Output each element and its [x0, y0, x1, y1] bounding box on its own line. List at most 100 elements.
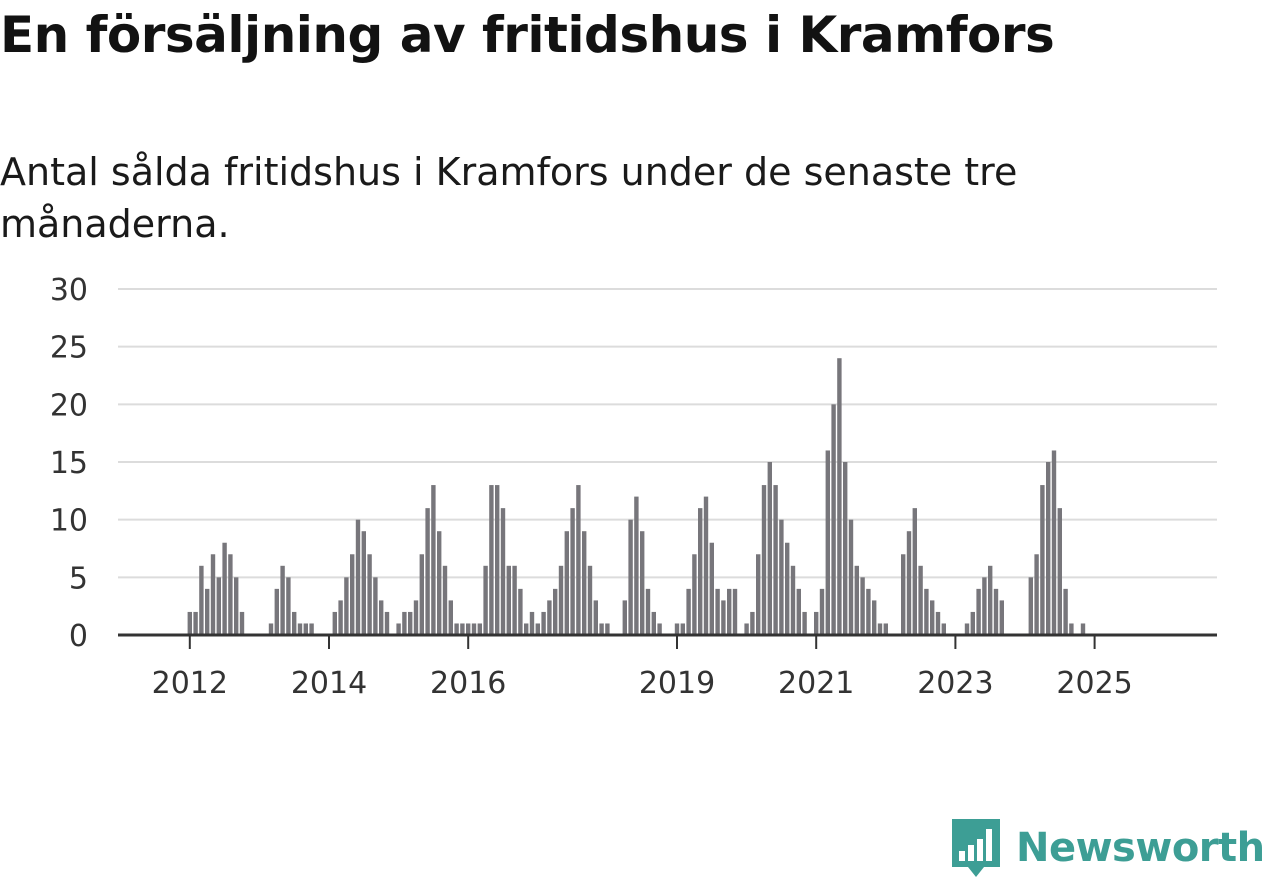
bar: [883, 623, 888, 635]
bar: [1040, 485, 1045, 635]
bar: [744, 623, 749, 635]
bar: [715, 588, 720, 635]
bar: [350, 554, 355, 635]
bar: [993, 588, 999, 635]
chart-title: En försäljning av fritidshus i Kramfors: [0, 6, 1055, 64]
bar: [373, 577, 378, 635]
bar: [657, 623, 662, 635]
bar: [495, 485, 500, 635]
bar: [976, 588, 981, 635]
bar: [524, 623, 529, 635]
bar: [274, 588, 279, 635]
bar: [419, 554, 424, 635]
bar: [732, 588, 738, 635]
x-tick-label: 2012: [152, 666, 228, 701]
bar: [471, 623, 477, 635]
bar: [593, 600, 598, 635]
bar: [413, 600, 419, 635]
bar: [640, 531, 645, 635]
brand-name: Newsworthy: [1016, 825, 1262, 871]
bar: [831, 404, 836, 635]
y-tick-label: 30: [50, 273, 88, 308]
bar: [802, 611, 807, 635]
bar: [645, 588, 651, 635]
bar: [431, 485, 436, 635]
bar: [1028, 577, 1033, 635]
bar: [576, 485, 581, 635]
bar: [634, 496, 639, 635]
bar: [512, 565, 517, 635]
bar: [854, 565, 859, 635]
y-tick-label: 25: [50, 331, 88, 366]
bar: [1051, 450, 1057, 635]
bar: [686, 588, 691, 635]
bar: [547, 600, 552, 635]
chart-subtitle: Antal sålda fritidshus i Kramfors under …: [0, 150, 1018, 246]
y-axis-ticks: 0 5 10 15 20 25 30: [50, 273, 88, 654]
bar: [999, 600, 1004, 635]
bar: [587, 565, 593, 635]
bar: [814, 611, 819, 635]
bar: [866, 588, 871, 635]
bar: [234, 577, 239, 635]
bar: [703, 496, 709, 635]
bar: [367, 554, 372, 635]
x-tick-label: 2019: [639, 666, 715, 701]
bar: [454, 623, 459, 635]
bar: [680, 623, 685, 635]
bar: [1046, 462, 1051, 635]
bar: [466, 623, 471, 635]
bar: [239, 611, 245, 635]
bar: [355, 519, 361, 635]
bar: [692, 554, 697, 635]
bar: [709, 542, 714, 635]
bar: [332, 611, 337, 635]
bar: [773, 485, 778, 635]
bar: [280, 565, 285, 635]
bar: [790, 565, 796, 635]
bar: [674, 623, 680, 635]
bar: [384, 611, 390, 635]
y-tick-label: 0: [69, 619, 88, 654]
newsworthy-brand: Newsworthy: [950, 817, 1262, 879]
bar: [628, 519, 633, 635]
bar: [477, 623, 482, 635]
bar: [570, 508, 575, 635]
bar: [564, 531, 569, 635]
y-tick-label: 15: [50, 446, 88, 481]
bar: [785, 542, 790, 635]
bar: [860, 577, 865, 635]
bar: [877, 623, 883, 635]
bar: [529, 611, 535, 635]
bar: [309, 623, 314, 635]
bar: [651, 611, 656, 635]
bar: [767, 462, 772, 635]
bar: [268, 623, 274, 635]
bar: [460, 623, 465, 635]
bar: [489, 485, 494, 635]
bar: [843, 462, 848, 635]
bar: [622, 600, 627, 635]
y-tick-label: 20: [50, 388, 88, 423]
bar: [796, 588, 801, 635]
bar: [228, 554, 233, 635]
bar: [930, 600, 935, 635]
bar: [553, 588, 558, 635]
bar: [912, 508, 917, 635]
bar: [582, 531, 587, 635]
bar: [756, 554, 761, 635]
bar: [761, 485, 767, 635]
bar: [216, 577, 221, 635]
bar: [210, 554, 216, 635]
bar: [338, 600, 343, 635]
bar: [750, 611, 755, 635]
bar: [425, 508, 430, 635]
bar: [344, 577, 349, 635]
gridlines: [118, 288, 1217, 579]
bar: [779, 519, 784, 635]
y-tick-label: 10: [50, 504, 88, 539]
bar: [379, 600, 384, 635]
bar: [541, 611, 546, 635]
bar: [396, 623, 401, 635]
bar: [193, 611, 198, 635]
